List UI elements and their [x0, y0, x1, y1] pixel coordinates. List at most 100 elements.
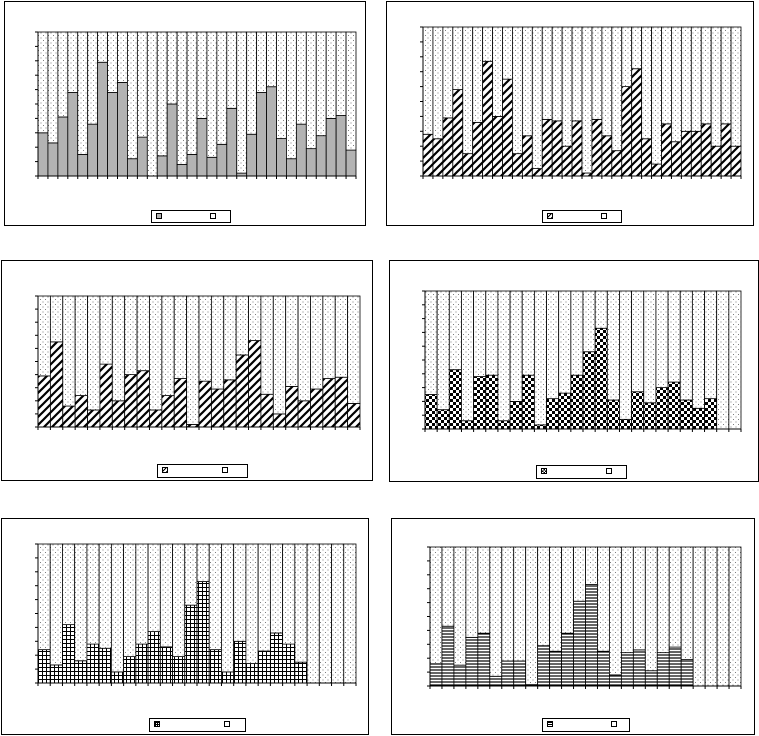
chart-panel-4: [389, 260, 759, 482]
bar-series-1-cat-4: [465, 636, 479, 687]
bar-series-2-cat-7: [497, 290, 511, 422]
bar-series-1-cat-8: [492, 116, 503, 177]
bar-series-1-cat-16: [609, 674, 622, 687]
bar-series-1-cat-6: [99, 363, 113, 428]
bar-series-2-cat-9: [502, 26, 513, 80]
bar-series-1-cat-26: [347, 403, 361, 428]
bar-series-2-cat-1: [37, 295, 51, 377]
bar-series-2-cat-15: [561, 26, 573, 147]
bar-series-1-cat-22: [679, 399, 693, 430]
bar-series-2-cat-6: [99, 295, 113, 365]
bar-series-1-cat-24: [651, 163, 662, 177]
bar-series-1-cat-29: [700, 123, 712, 177]
bar-series-2-cat-13: [541, 26, 553, 120]
bar-series-2-cat-18: [245, 543, 259, 664]
bar-series-2-cat-13: [156, 31, 168, 157]
bar-series-2-cat-16: [223, 295, 237, 381]
bar-series-1-cat-24: [266, 86, 277, 177]
bar-series-2-cat-5: [462, 26, 474, 155]
bar-series-1-cat-29: [315, 135, 327, 177]
bar-series-1-cat-19: [257, 650, 271, 684]
bar-series-1-cat-3: [453, 664, 467, 687]
bar-series-2-cat-20: [272, 295, 287, 415]
bar-series-2-cat-15: [594, 290, 608, 329]
legend-key-series-1: [156, 213, 162, 219]
bar-series-2-cat-2: [441, 546, 455, 627]
bar-series-2-cat-23: [692, 546, 706, 687]
bar-series-1-cat-4: [74, 660, 88, 684]
bar-series-1-cat-1: [37, 649, 51, 684]
bar-series-2-cat-22: [294, 543, 308, 663]
bar-series-2-cat-26: [343, 543, 357, 684]
bar-series-2-cat-23: [306, 543, 320, 684]
bar-series-1-cat-10: [537, 645, 551, 687]
bar-series-2-cat-8: [509, 290, 523, 402]
bar-series-1-cat-24: [704, 398, 718, 430]
bar-series-2-cat-21: [667, 290, 681, 383]
bar-series-2-cat-7: [501, 546, 515, 662]
bar-series-2-cat-8: [124, 295, 138, 375]
bar-series-1-cat-12: [172, 656, 186, 684]
bar-series-2-cat-11: [546, 290, 560, 400]
chart-panel-3: [1, 260, 373, 481]
bar-series-1-cat-20: [655, 387, 669, 430]
bar-series-2-cat-10: [537, 546, 551, 647]
legend-key-series-2: [611, 721, 617, 727]
bar-series-1-cat-6: [472, 121, 484, 177]
bar-series-1-cat-15: [561, 145, 573, 177]
bar-series-2-cat-2: [49, 543, 63, 666]
bar-series-1-cat-18: [245, 663, 259, 684]
bar-series-2-cat-1: [429, 546, 443, 665]
bar-series-2-cat-20: [655, 290, 669, 388]
bar-series-2-cat-2: [432, 26, 444, 140]
bar-series-1-cat-9: [502, 78, 513, 177]
bar-series-2-cat-28: [690, 26, 702, 132]
bar-series-2-cat-2: [47, 31, 59, 144]
bar-series-2-cat-22: [246, 31, 258, 135]
bar-series-2-cat-9: [521, 290, 535, 376]
bar-series-1-cat-14: [166, 103, 178, 177]
bar-series-1-cat-7: [97, 61, 108, 177]
bar-series-1-cat-19: [643, 402, 657, 430]
bar-series-2-cat-21: [621, 26, 633, 87]
bar-series-2-cat-29: [315, 31, 327, 137]
bar-series-2-cat-24: [704, 546, 718, 687]
bar-series-1-cat-18: [248, 340, 262, 428]
bar-series-2-cat-1: [37, 543, 51, 651]
chart-panel-2: [386, 1, 754, 226]
bar-series-1-cat-2: [441, 625, 455, 687]
chart-panel-6: [391, 518, 755, 735]
bar-series-1-cat-21: [667, 381, 681, 430]
bar-series-2-cat-8: [492, 26, 503, 117]
bar-series-2-cat-25: [334, 295, 349, 378]
bar-series-2-cat-5: [87, 295, 101, 411]
bar-series-1-cat-5: [477, 632, 491, 687]
axes: [35, 295, 361, 430]
bar-series-1-cat-22: [246, 133, 258, 177]
bar-series-1-cat-22: [297, 400, 311, 428]
bar-series-2-cat-11: [159, 543, 173, 648]
bars: [37, 295, 361, 428]
bar-series-2-cat-18: [206, 31, 218, 158]
bar-series-2-cat-17: [235, 295, 249, 356]
bar-series-2-cat-20: [269, 543, 284, 634]
bar-series-2-cat-25: [661, 26, 672, 125]
bar-series-2-cat-3: [448, 290, 462, 371]
bar-series-2-cat-12: [561, 546, 574, 634]
bar-series-2-cat-24: [318, 543, 332, 684]
bar-series-2-cat-3: [57, 31, 69, 118]
bar-series-1-cat-31: [335, 115, 347, 177]
bar-series-2-cat-13: [186, 295, 200, 425]
bar-series-2-cat-27: [295, 31, 307, 125]
bar-series-2-cat-5: [473, 290, 487, 377]
axes: [35, 543, 357, 686]
bar-series-1-cat-25: [276, 138, 287, 177]
chart-3-plot: [35, 295, 361, 430]
bar-series-1-cat-16: [221, 671, 235, 684]
bar-series-2-cat-18: [632, 546, 646, 651]
chart-2-plot: [420, 26, 742, 179]
bar-series-2-cat-10: [127, 31, 138, 160]
bars: [422, 26, 742, 177]
bar-series-1-cat-22: [680, 659, 694, 687]
bar-series-2-cat-22: [631, 26, 643, 70]
